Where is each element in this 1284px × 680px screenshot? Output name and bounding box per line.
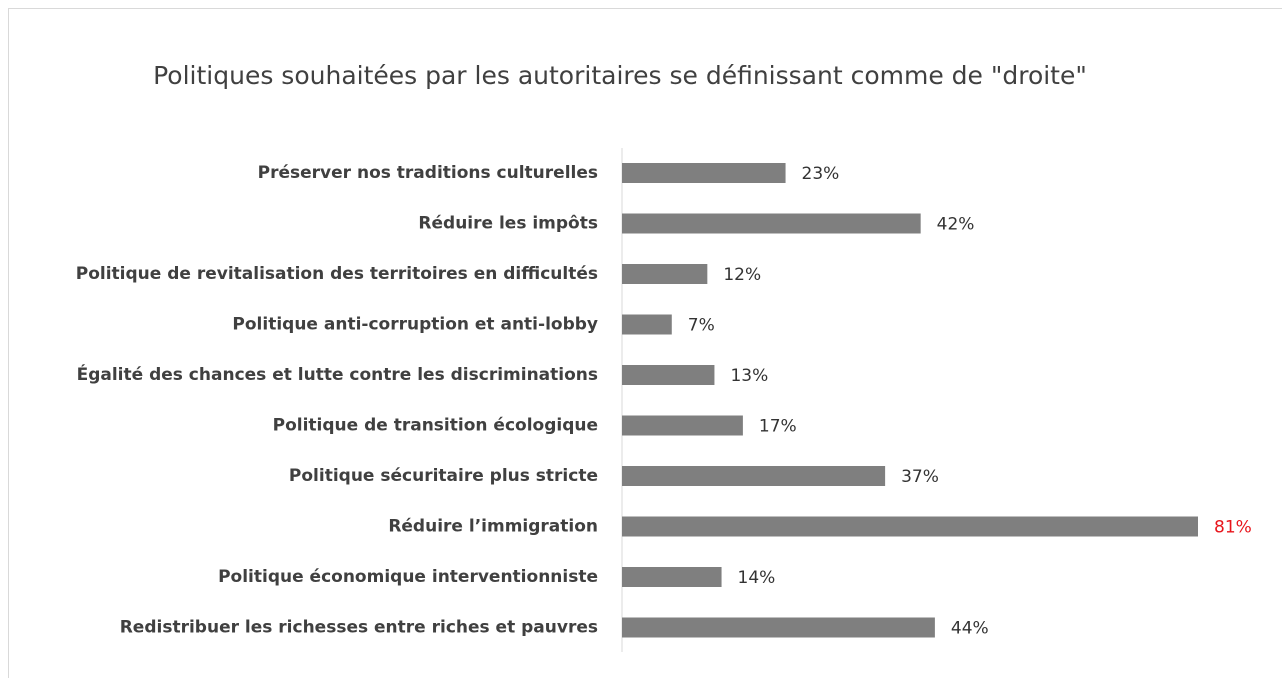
value-label: 42% — [937, 215, 975, 235]
value-label: 81% — [1214, 518, 1252, 538]
bar — [622, 516, 1198, 537]
category-label: Réduire les impôts — [418, 214, 598, 234]
bar — [622, 314, 672, 335]
value-label: 13% — [730, 366, 768, 386]
chart-frame — [8, 8, 1282, 678]
value-label: 44% — [951, 619, 989, 639]
chart-title: Politiques souhaitées par les autoritair… — [153, 61, 1087, 90]
category-label: Réduire l’immigration — [388, 517, 598, 537]
bar — [622, 415, 743, 436]
category-label: Politique de transition écologique — [273, 416, 598, 436]
bar — [622, 264, 708, 284]
category-label: Égalité des chances et lutte contre les … — [77, 363, 598, 385]
category-label: Politique anti-corruption et anti-lobby — [232, 315, 598, 335]
bar — [622, 617, 935, 638]
category-label: Politique économique interventionniste — [218, 567, 598, 587]
category-label: Préserver nos traditions culturelles — [258, 163, 598, 183]
bar — [622, 365, 715, 385]
value-label: 12% — [723, 265, 761, 285]
category-label: Redistribuer les richesses entre riches … — [120, 618, 598, 638]
category-label: Politique sécuritaire plus stricte — [289, 466, 598, 486]
value-label: 7% — [688, 316, 715, 336]
value-label: 23% — [802, 164, 840, 184]
value-label: 37% — [901, 467, 939, 487]
value-label: 14% — [738, 568, 776, 588]
bar — [622, 213, 921, 234]
bar — [622, 163, 786, 183]
bar — [622, 466, 886, 486]
category-label: Politique de revitalisation des territoi… — [76, 264, 598, 284]
bar — [622, 567, 722, 587]
value-label: 17% — [759, 417, 797, 437]
